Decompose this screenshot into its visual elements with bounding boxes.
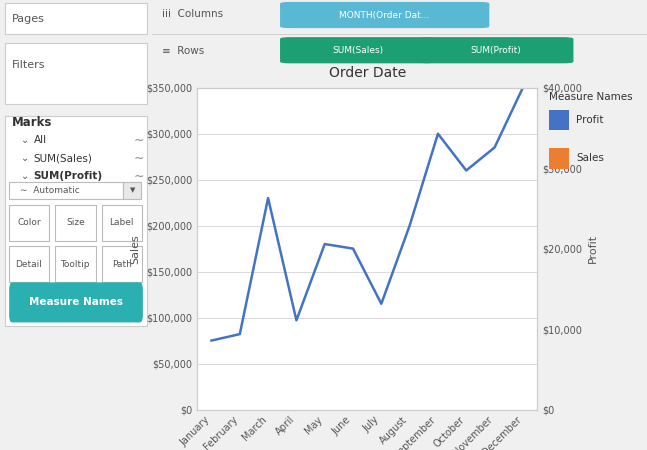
Text: Detail: Detail [16, 260, 42, 269]
Bar [56, 246, 96, 282]
Bar [9, 182, 123, 199]
Text: Measure Names: Measure Names [29, 297, 123, 307]
FancyBboxPatch shape [281, 38, 434, 63]
Bar [5, 43, 148, 104]
Text: MONTH(Order Dat...: MONTH(Order Dat... [340, 10, 430, 19]
Text: ∼: ∼ [134, 134, 144, 147]
Text: Label: Label [109, 218, 134, 227]
Text: Filters: Filters [12, 60, 46, 70]
Text: ∼: ∼ [134, 170, 144, 183]
FancyBboxPatch shape [419, 38, 573, 63]
Text: ∼  Automatic: ∼ Automatic [20, 186, 80, 195]
Bar [9, 205, 49, 241]
Text: SUM(Profit): SUM(Profit) [470, 46, 521, 55]
Text: ▼: ▼ [130, 187, 136, 194]
Text: Path: Path [112, 260, 131, 269]
Text: Profit: Profit [576, 115, 604, 125]
Bar [5, 3, 148, 34]
Text: All: All [34, 135, 47, 145]
Text: Pages: Pages [12, 14, 45, 24]
Bar [549, 109, 569, 130]
Text: ⌄: ⌄ [21, 153, 29, 163]
Bar [102, 205, 142, 241]
Bar [56, 205, 96, 241]
Text: ⌄: ⌄ [21, 171, 29, 181]
Text: ≡  Rows: ≡ Rows [162, 46, 204, 56]
Text: ∼: ∼ [134, 152, 144, 165]
Bar [9, 246, 49, 282]
Y-axis label: Sales: Sales [131, 234, 140, 264]
Text: iii  Columns: iii Columns [162, 9, 223, 19]
FancyBboxPatch shape [10, 283, 142, 322]
Text: Size: Size [66, 218, 85, 227]
Bar [549, 148, 569, 168]
Title: Order Date: Order Date [329, 66, 406, 80]
Text: SUM(Sales): SUM(Sales) [332, 46, 383, 55]
Bar [123, 182, 142, 199]
Bar [102, 246, 142, 282]
Text: SUM(Profit): SUM(Profit) [34, 171, 103, 181]
Text: ⌄: ⌄ [21, 135, 29, 145]
Text: Measure Names: Measure Names [549, 92, 633, 102]
Y-axis label: Profit: Profit [587, 234, 597, 263]
Text: Color: Color [17, 218, 41, 227]
Text: Tooltip: Tooltip [61, 260, 90, 269]
Text: SUM(Sales): SUM(Sales) [34, 153, 93, 163]
Text: Sales: Sales [576, 153, 604, 163]
Bar [5, 116, 148, 326]
Text: Marks: Marks [12, 117, 52, 129]
FancyBboxPatch shape [281, 3, 488, 27]
